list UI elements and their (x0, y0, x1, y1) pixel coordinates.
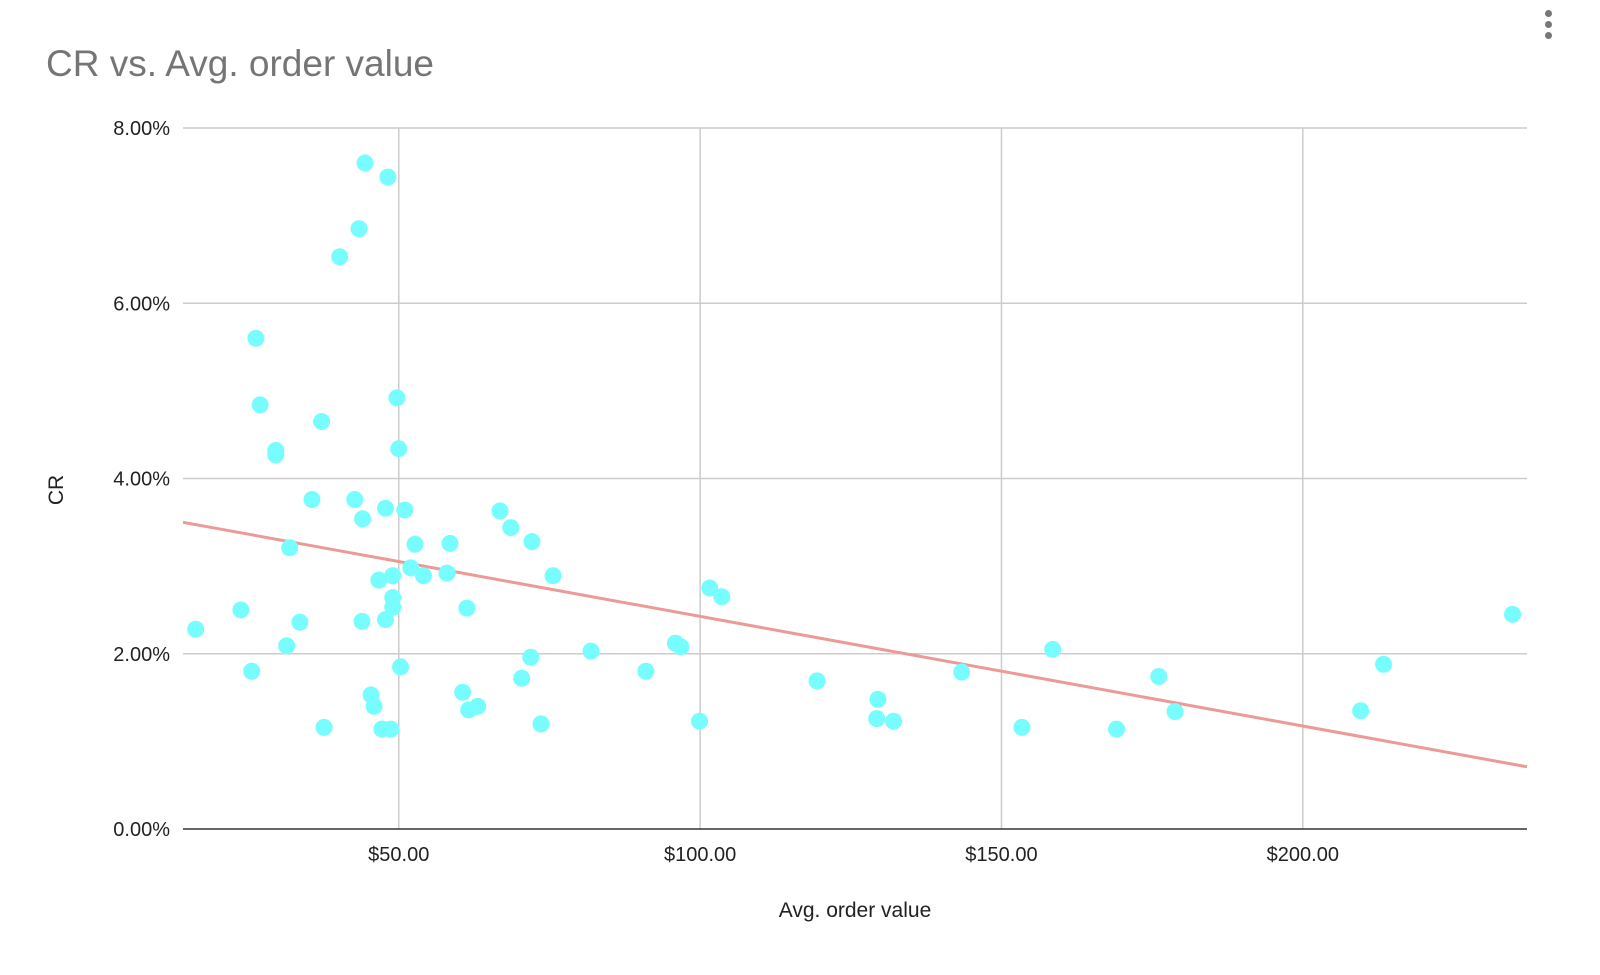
data-point (331, 248, 349, 266)
x-axis-label: Avg. order value (779, 899, 932, 922)
data-point (1044, 640, 1062, 658)
data-point (353, 612, 371, 630)
data-point (532, 715, 550, 733)
data-point (469, 697, 487, 715)
data-points (187, 154, 1522, 738)
data-point (350, 220, 368, 238)
data-point (379, 168, 397, 186)
data-point (313, 413, 331, 431)
data-point (701, 579, 719, 597)
data-point (396, 501, 414, 519)
data-point (672, 638, 690, 656)
gridlines (183, 127, 1527, 829)
data-point (637, 662, 655, 680)
data-point (356, 154, 374, 172)
data-point (522, 648, 540, 666)
y-axis-label: CR (45, 475, 68, 505)
data-point (544, 567, 562, 585)
data-point (243, 662, 261, 680)
data-point (523, 533, 541, 551)
data-point (441, 534, 459, 552)
data-point (1504, 605, 1522, 623)
data-point (582, 642, 600, 660)
data-point (281, 539, 299, 557)
data-point (278, 637, 296, 655)
y-tick-label: 8.00% (113, 118, 170, 140)
data-point (303, 491, 321, 509)
data-point (414, 567, 432, 585)
x-tick-label: $50.00 (368, 844, 429, 866)
data-point (232, 601, 250, 619)
data-point (869, 690, 887, 708)
tick-labels: 0.00% 2.00% 4.00% 6.00% 8.00% $50.00 $100.00 $1… (113, 118, 1339, 866)
data-point (384, 567, 402, 585)
y-tick-label: 6.00% (113, 293, 170, 315)
data-point (1013, 718, 1031, 736)
data-point (438, 564, 456, 582)
data-point (1352, 702, 1370, 720)
y-tick-label: 0.00% (113, 819, 170, 841)
data-point (458, 599, 476, 617)
data-point (1166, 703, 1184, 721)
data-point (392, 658, 410, 676)
data-point (1150, 668, 1168, 686)
data-point (713, 588, 731, 606)
data-point (454, 683, 472, 701)
data-point (513, 669, 531, 687)
x-tick-label: $100.00 (664, 844, 736, 866)
x-tick-label: $200.00 (1267, 844, 1339, 866)
more-options-icon[interactable] (1540, 10, 1556, 46)
data-point (384, 598, 402, 616)
data-point (370, 571, 388, 589)
data-point (354, 510, 372, 528)
data-point (388, 389, 406, 407)
y-tick-label: 4.00% (113, 469, 170, 491)
data-point (365, 697, 383, 715)
data-point (1375, 655, 1393, 673)
data-point (808, 672, 826, 690)
data-point (382, 720, 400, 738)
data-point (502, 519, 520, 537)
chart-title: CR vs. Avg. order value (46, 43, 434, 84)
data-point (187, 620, 205, 638)
x-tick-label: $150.00 (965, 844, 1037, 866)
data-point (953, 663, 971, 681)
data-point (247, 329, 265, 347)
data-point (377, 499, 395, 517)
data-point (868, 710, 886, 728)
data-point (267, 446, 285, 464)
data-point (491, 502, 509, 520)
data-point (346, 491, 364, 509)
data-point (315, 718, 333, 736)
data-point (1108, 720, 1126, 738)
data-point (406, 535, 424, 553)
data-point (377, 611, 395, 629)
y-tick-label: 2.00% (113, 644, 170, 666)
data-point (251, 396, 269, 414)
data-point (402, 559, 420, 577)
data-point (885, 712, 903, 730)
data-point (691, 712, 709, 730)
data-point (390, 440, 408, 458)
data-point (291, 613, 309, 631)
